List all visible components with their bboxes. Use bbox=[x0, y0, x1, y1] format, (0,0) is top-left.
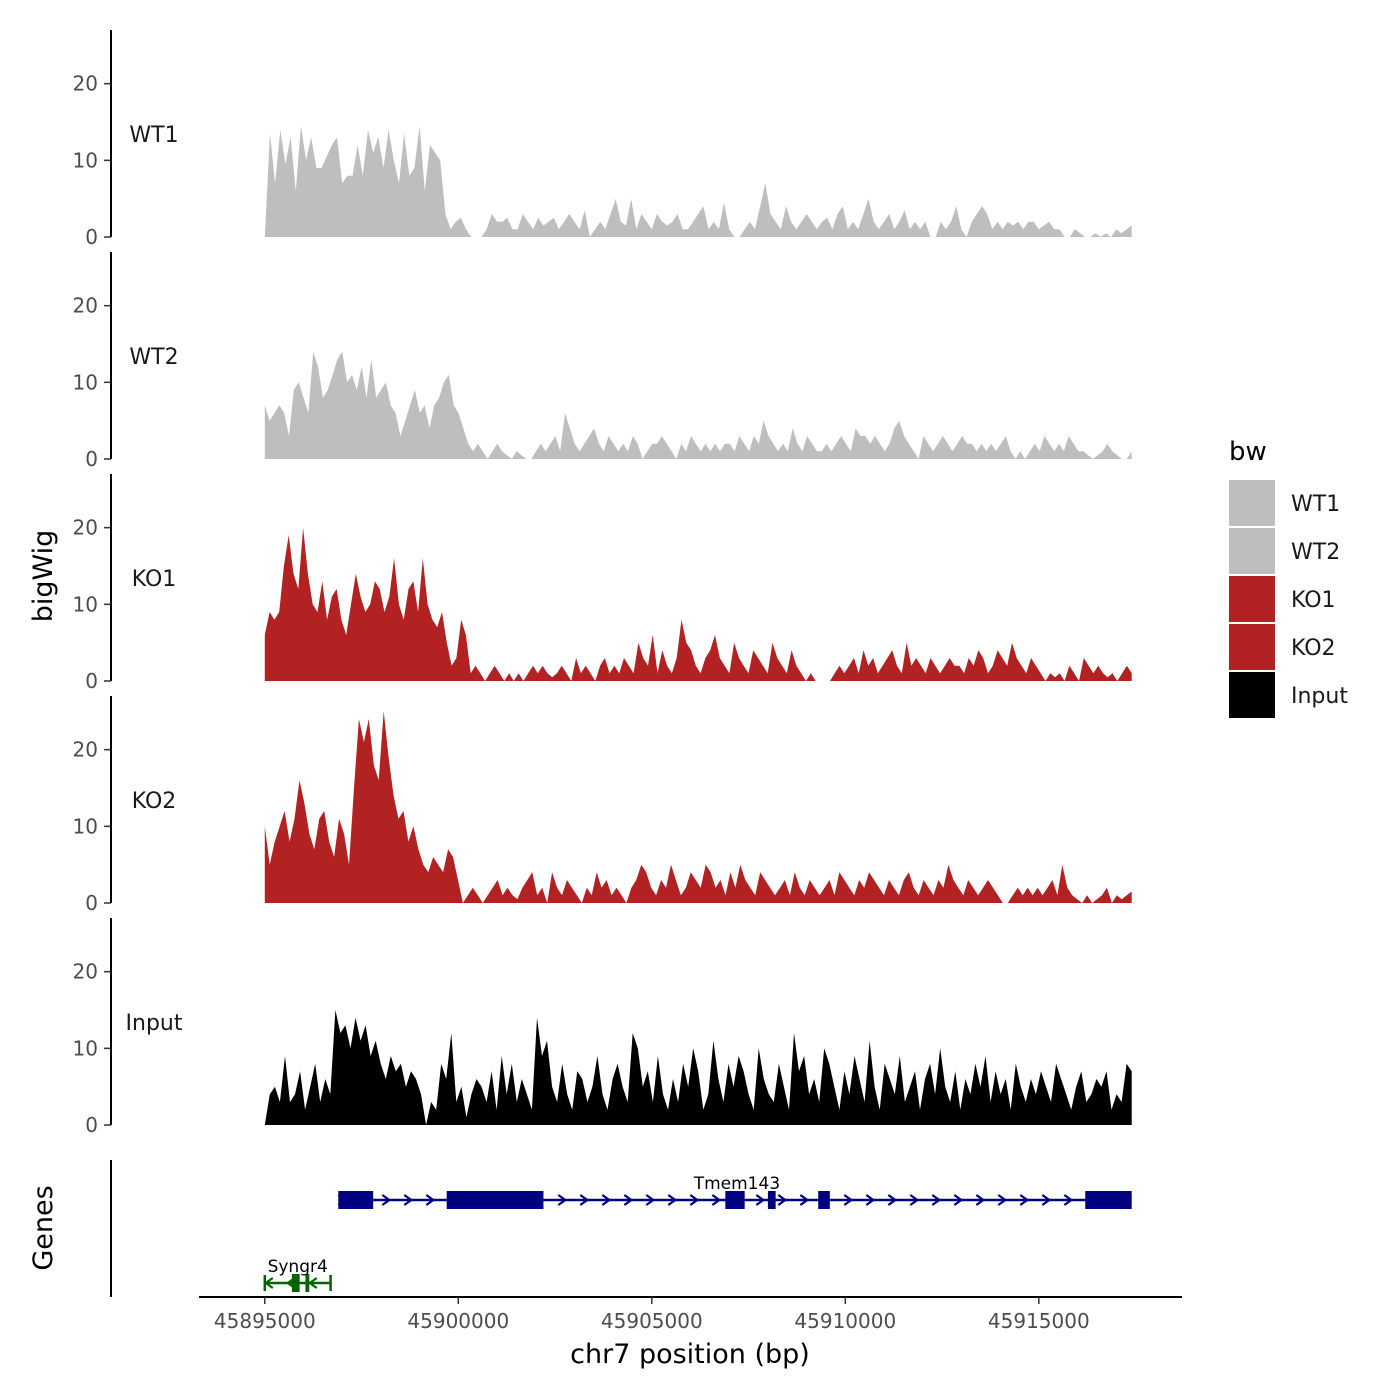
strand-arrow bbox=[931, 1194, 942, 1206]
strand-arrow bbox=[623, 1194, 634, 1206]
x-tick-label: 45895000 bbox=[214, 1309, 316, 1333]
strand-arrow bbox=[601, 1194, 612, 1206]
strand-arrow bbox=[909, 1194, 920, 1206]
y-tick-label: 10 bbox=[73, 592, 98, 616]
legend-swatch-wt1 bbox=[1229, 480, 1275, 526]
legend-label-wt2: WT2 bbox=[1291, 540, 1340, 565]
gene-exon bbox=[1085, 1191, 1093, 1209]
track-label-ko2: KO2 bbox=[132, 789, 177, 814]
strand-arrow bbox=[975, 1194, 986, 1206]
y-tick-label: 20 bbox=[73, 960, 98, 984]
y-tick-label: 10 bbox=[73, 814, 98, 838]
y-tick-label: 0 bbox=[85, 1113, 98, 1137]
strand-arrow bbox=[887, 1194, 898, 1206]
x-tick-label: 45905000 bbox=[601, 1309, 703, 1333]
x-axis: 45895000 45900000 45905000 45910000 45915000… bbox=[199, 1296, 1182, 1370]
x-tick-label: 45915000 bbox=[988, 1309, 1090, 1333]
strand-arrow bbox=[645, 1194, 656, 1206]
y-axis-ticks: 0 10 20 bbox=[73, 294, 111, 471]
gene-exon bbox=[1092, 1191, 1132, 1209]
strand-arrow bbox=[1019, 1194, 1030, 1206]
y-tick-label: 20 bbox=[73, 516, 98, 540]
gene-label-syngr4: Syngr4 bbox=[268, 1257, 328, 1277]
strand-arrow bbox=[403, 1194, 414, 1206]
legend: bw WT1 WT2 KO1 KO2 Input bbox=[1229, 437, 1348, 718]
y-tick-label: 20 bbox=[73, 294, 98, 318]
y-tick-label: 0 bbox=[85, 225, 98, 249]
y-axis-ticks: 0 10 20 bbox=[73, 738, 111, 915]
legend-label-ko1: KO1 bbox=[1291, 588, 1336, 613]
coverage-area-wt2 bbox=[264, 351, 1132, 459]
gene-model-syngr4: Syngr4 bbox=[263, 1257, 332, 1292]
gene-exon bbox=[818, 1191, 830, 1209]
coverage-area-wt1 bbox=[264, 125, 1132, 237]
track-wt2: 0 10 20 WT2 bbox=[73, 252, 1132, 471]
gene-model-tmem143: Tmem143 bbox=[337, 1174, 1132, 1209]
y-axis-ticks: 0 10 20 bbox=[73, 960, 111, 1137]
strand-arrow bbox=[667, 1194, 678, 1206]
strand-arrow bbox=[557, 1194, 568, 1206]
y-tick-label: 0 bbox=[85, 891, 98, 915]
legend-swatch-ko1 bbox=[1229, 576, 1275, 622]
y-tick-label: 10 bbox=[73, 370, 98, 394]
x-tick-label: 45910000 bbox=[794, 1309, 896, 1333]
track-label-wt1: WT1 bbox=[129, 123, 178, 148]
strand-arrow bbox=[997, 1194, 1008, 1206]
gene-exon bbox=[291, 1274, 300, 1292]
y-axis-ticks: 0 10 20 bbox=[73, 72, 111, 249]
strand-arrow bbox=[1041, 1194, 1052, 1206]
strand-arrow bbox=[953, 1194, 964, 1206]
gene-label-tmem143: Tmem143 bbox=[693, 1174, 780, 1194]
coverage-area-input bbox=[264, 1010, 1132, 1125]
strand-arrow bbox=[799, 1194, 810, 1206]
coverage-area-ko1 bbox=[264, 527, 1132, 681]
track-ko1: 0 10 20 KO1 bbox=[73, 474, 1132, 693]
strand-arrow bbox=[777, 1194, 788, 1206]
track-label-wt2: WT2 bbox=[129, 345, 178, 370]
y-axis-ticks: 0 10 20 bbox=[73, 516, 111, 693]
gene-exon bbox=[338, 1191, 374, 1209]
strand-arrow bbox=[307, 1277, 318, 1289]
y-tick-label: 20 bbox=[73, 738, 98, 762]
track-input: 0 10 20 Input bbox=[73, 918, 1132, 1137]
gene-exon bbox=[305, 1274, 310, 1292]
x-tick-label: 45900000 bbox=[407, 1309, 509, 1333]
strand-arrow bbox=[689, 1194, 700, 1206]
track-label-input: Input bbox=[126, 1011, 183, 1036]
strand-arrow bbox=[425, 1194, 436, 1206]
track-wt1: 0 10 20 WT1 bbox=[73, 30, 1132, 249]
strand-arrow bbox=[755, 1194, 766, 1206]
strand-arrow bbox=[381, 1194, 392, 1206]
strand-arrow bbox=[1063, 1194, 1074, 1206]
legend-label-wt1: WT1 bbox=[1291, 492, 1340, 517]
legend-label-ko2: KO2 bbox=[1291, 636, 1336, 661]
strand-arrow bbox=[865, 1194, 876, 1206]
track-label-ko1: KO1 bbox=[132, 567, 177, 592]
gene-exon bbox=[446, 1191, 544, 1209]
legend-swatch-wt2 bbox=[1229, 528, 1275, 574]
strand-arrow bbox=[579, 1194, 590, 1206]
x-axis-title: chr7 position (bp) bbox=[570, 1339, 810, 1370]
y-tick-label: 0 bbox=[85, 669, 98, 693]
y-tick-label: 0 bbox=[85, 447, 98, 471]
genes-panel-title: Genes bbox=[28, 1185, 59, 1270]
legend-label-input: Input bbox=[1291, 684, 1348, 709]
x-axis-ticks: 45895000 45900000 45905000 45910000 45915000 bbox=[214, 1297, 1090, 1333]
genes-panel: Genes Tmem143 Syngr4 bbox=[28, 1160, 1132, 1297]
gene-exon bbox=[725, 1191, 745, 1209]
gene-exon bbox=[767, 1191, 776, 1209]
y-tick-label: 20 bbox=[73, 72, 98, 96]
strand-arrow bbox=[843, 1194, 854, 1206]
y-tick-label: 10 bbox=[73, 1036, 98, 1060]
legend-title: bw bbox=[1229, 437, 1267, 467]
coverage-area-ko2 bbox=[264, 711, 1132, 903]
legend-swatch-input bbox=[1229, 672, 1275, 718]
y-tick-label: 10 bbox=[73, 148, 98, 172]
track-ko2: 0 10 20 KO2 bbox=[73, 696, 1132, 915]
y-axis-title: bigWig bbox=[28, 530, 59, 623]
strand-arrow bbox=[711, 1194, 722, 1206]
legend-swatch-ko2 bbox=[1229, 624, 1275, 670]
